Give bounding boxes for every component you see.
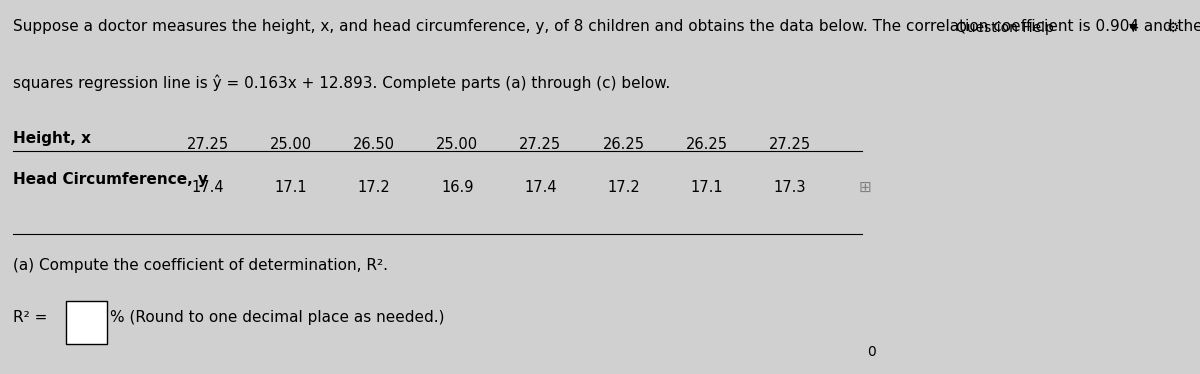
Text: 26.50: 26.50: [353, 137, 395, 151]
Text: % (Round to one decimal place as needed.): % (Round to one decimal place as needed.…: [109, 310, 444, 325]
Text: ⊞: ⊞: [858, 180, 871, 194]
Text: squares regression line is ŷ = 0.163x + 12.893. Complete parts (a) through (c) b: squares regression line is ŷ = 0.163x + …: [13, 75, 671, 91]
Text: 26.25: 26.25: [685, 137, 727, 151]
Text: 27.25: 27.25: [520, 137, 562, 151]
Text: 27.25: 27.25: [769, 137, 811, 151]
Text: Suppose a doctor measures the height, x, and head circumference, y, of 8 childre: Suppose a doctor measures the height, x,…: [13, 19, 1200, 34]
Text: Question Help: Question Help: [956, 21, 1054, 35]
Text: ▼: ▼: [1128, 23, 1138, 33]
Text: 17.1: 17.1: [275, 180, 307, 194]
Text: (a) Compute the coefficient of determination, R².: (a) Compute the coefficient of determina…: [13, 258, 389, 273]
Text: R² =: R² =: [13, 310, 48, 325]
Text: 26.25: 26.25: [602, 137, 644, 151]
Text: 17.4: 17.4: [524, 180, 557, 194]
Text: 17.4: 17.4: [192, 180, 224, 194]
FancyBboxPatch shape: [66, 301, 107, 344]
Text: 27.25: 27.25: [187, 137, 229, 151]
Text: 25.00: 25.00: [270, 137, 312, 151]
Text: Head Circumference, y: Head Circumference, y: [13, 172, 209, 187]
Text: 25.00: 25.00: [436, 137, 479, 151]
Text: 16.9: 16.9: [440, 180, 474, 194]
Text: 17.2: 17.2: [607, 180, 640, 194]
Text: 0: 0: [866, 345, 876, 359]
Text: ⚙: ⚙: [1166, 21, 1180, 35]
Text: 17.1: 17.1: [690, 180, 722, 194]
Text: 17.3: 17.3: [774, 180, 806, 194]
Text: Height, x: Height, x: [13, 131, 91, 146]
Text: 17.2: 17.2: [358, 180, 390, 194]
